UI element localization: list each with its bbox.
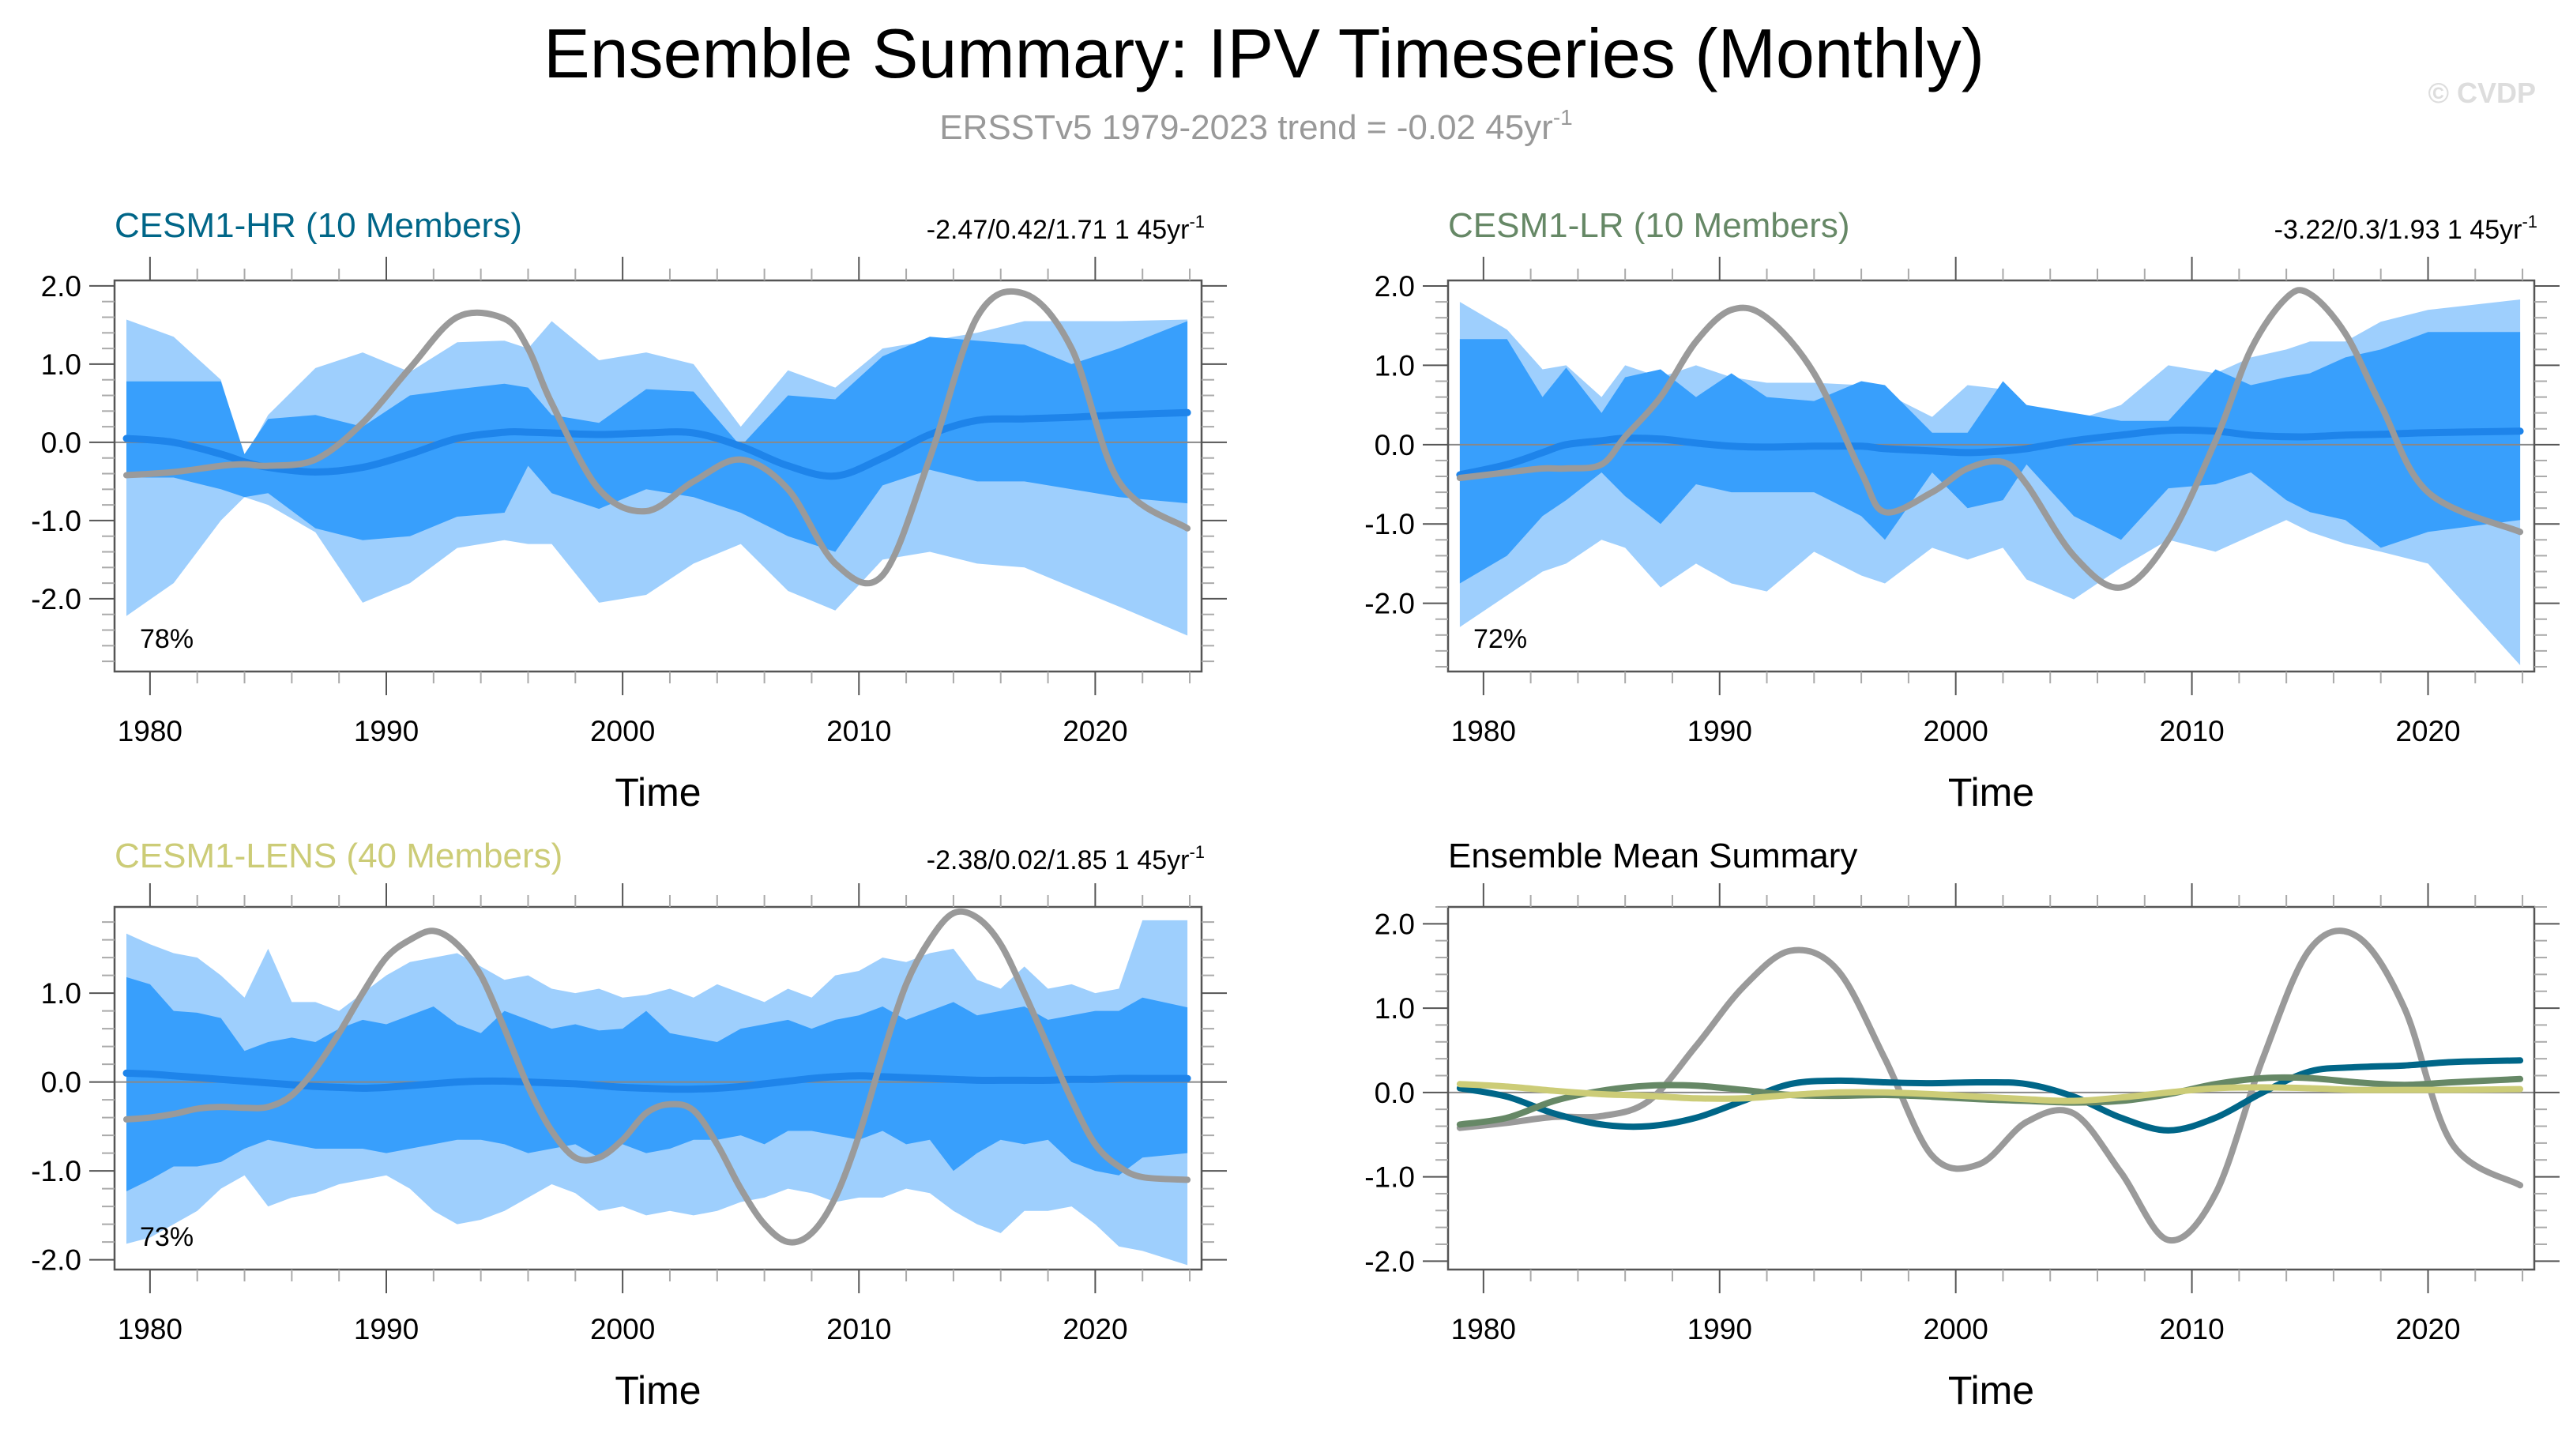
panel-trend-stats: -2.38/0.02/1.85 1 45yr-1 <box>927 842 1205 875</box>
series-line-cesm1-lens <box>1456 1081 2524 1104</box>
x-tick-label: 2010 <box>826 715 891 747</box>
y-tick-label: -2.0 <box>31 583 81 615</box>
x-tick-label: 2010 <box>2159 1313 2224 1345</box>
series-line-cesm1-hr <box>1456 1057 2524 1134</box>
trend-stats-superscript: -1 <box>1189 842 1205 862</box>
y-tick-label: -1.0 <box>31 505 81 537</box>
plot-area <box>115 908 1202 1266</box>
x-axis-label: Time <box>1948 770 2034 815</box>
panel-cesm1-hr: CESM1-HR (10 Members) -2.47/0.42/1.71 1 4… <box>31 206 1227 815</box>
y-tick-label: -1.0 <box>31 1155 81 1187</box>
y-tick-label: 2.0 <box>41 270 81 303</box>
plot-frame <box>1446 905 2536 1271</box>
plot-area <box>1448 927 2534 1244</box>
x-tick-label: 2020 <box>1063 1313 1127 1345</box>
y-tick-label: 0.0 <box>41 427 81 459</box>
y-tick-label: 0.0 <box>41 1067 81 1099</box>
trend-stats-superscript: -1 <box>2522 212 2537 231</box>
panel-trend-stats: -3.22/0.3/1.93 1 45yr-1 <box>2274 212 2537 245</box>
x-axis-label: Time <box>1948 1368 2034 1413</box>
y-tick-label: 0.0 <box>1375 1077 1415 1109</box>
observed-ersstv5-line <box>1456 287 2524 591</box>
x-tick-label: 1990 <box>1687 1313 1752 1345</box>
trend-stats-text: -2.38/0.02/1.85 1 45yr <box>927 845 1190 875</box>
y-tick-label: 1.0 <box>41 977 81 1010</box>
figure-title: Ensemble Summary: IPV Timeseries (Monthl… <box>544 14 1984 92</box>
percent-label: 73% <box>140 1222 194 1252</box>
cvdp-watermark: © CVDP <box>2428 77 2536 109</box>
x-tick-label: 2010 <box>2159 715 2224 747</box>
panel-title: CESM1-LENS (40 Members) <box>115 837 562 875</box>
y-tick-label: 2.0 <box>1375 908 1415 940</box>
percent-label: 72% <box>1473 624 1527 654</box>
subtitle-text: ERSSTv5 1979-2023 trend = -0.02 45yr <box>939 108 1553 147</box>
y-tick-label: 1.0 <box>1375 992 1415 1025</box>
observed-ersstv5-line <box>123 908 1191 1246</box>
inner-spread-band <box>126 976 1188 1191</box>
trend-stats-text: -3.22/0.3/1.93 1 45yr <box>2274 215 2522 245</box>
x-axis-label: Time <box>615 1368 701 1413</box>
x-tick-label: 2020 <box>2395 715 2460 747</box>
x-tick-label: 2020 <box>2395 1313 2460 1345</box>
plot-frame <box>113 905 1203 1271</box>
y-tick-label: -1.0 <box>1364 1161 1415 1194</box>
y-tick-label: -1.0 <box>1364 508 1415 540</box>
y-tick-label: 0.0 <box>1375 429 1415 461</box>
x-tick-label: 1990 <box>354 1313 419 1345</box>
y-tick-label: 1.0 <box>41 348 81 381</box>
panel-title: CESM1-HR (10 Members) <box>115 206 522 245</box>
x-tick-label: 1980 <box>118 715 182 747</box>
panel-cesm1-lens: CESM1-LENS (40 Members) -2.38/0.02/1.85 1… <box>31 837 1227 1413</box>
plot-frame <box>113 279 1203 673</box>
x-tick-label: 1980 <box>118 1313 182 1345</box>
y-tick-label: 1.0 <box>1375 349 1415 382</box>
figure-subtitle: ERSSTv5 1979-2023 trend = -0.02 45yr-1 <box>939 105 1572 147</box>
panel-trend-stats: -2.47/0.42/1.71 1 45yr-1 <box>927 212 1205 245</box>
y-tick-label: 2.0 <box>1375 270 1415 303</box>
trend-stats-text: -2.47/0.42/1.71 1 45yr <box>927 215 1190 245</box>
x-tick-label: 2000 <box>1924 1313 1988 1345</box>
subtitle-superscript: -1 <box>1553 105 1573 130</box>
panel-title: Ensemble Mean Summary <box>1448 837 1857 875</box>
x-tick-label: 2000 <box>590 1313 655 1345</box>
y-tick-label: -2.0 <box>1364 588 1415 620</box>
x-tick-label: 1990 <box>354 715 419 747</box>
y-tick-label: -2.0 <box>1364 1245 1415 1277</box>
y-tick-label: -2.0 <box>31 1244 81 1277</box>
x-tick-label: 1990 <box>1687 715 1752 747</box>
panel-ensemble-mean-summary: Ensemble Mean Summary 2.0 1.0 0.0 -1.0 -2.0 19… <box>1364 837 2560 1413</box>
inner-spread-band <box>1459 332 2521 584</box>
plot-area <box>1448 287 2534 665</box>
plot-area <box>115 288 1202 636</box>
x-tick-label: 2020 <box>1063 715 1127 747</box>
x-tick-label: 2000 <box>590 715 655 747</box>
x-axis-label: Time <box>615 770 701 815</box>
panel-cesm1-lr: CESM1-LR (10 Members) -3.22/0.3/1.93 1 45… <box>1364 206 2560 815</box>
x-tick-label: 2000 <box>1924 715 1988 747</box>
ensemble-mean-line <box>1456 426 2524 479</box>
x-tick-label: 1980 <box>1451 715 1516 747</box>
x-tick-label: 1980 <box>1451 1313 1516 1345</box>
observed-ersstv5-line <box>123 288 1191 587</box>
inner-spread-band <box>126 321 1188 552</box>
percent-label: 78% <box>140 624 194 654</box>
x-tick-label: 2010 <box>826 1313 891 1345</box>
trend-stats-superscript: -1 <box>1189 212 1205 231</box>
panel-title: CESM1-LR (10 Members) <box>1448 206 1850 245</box>
